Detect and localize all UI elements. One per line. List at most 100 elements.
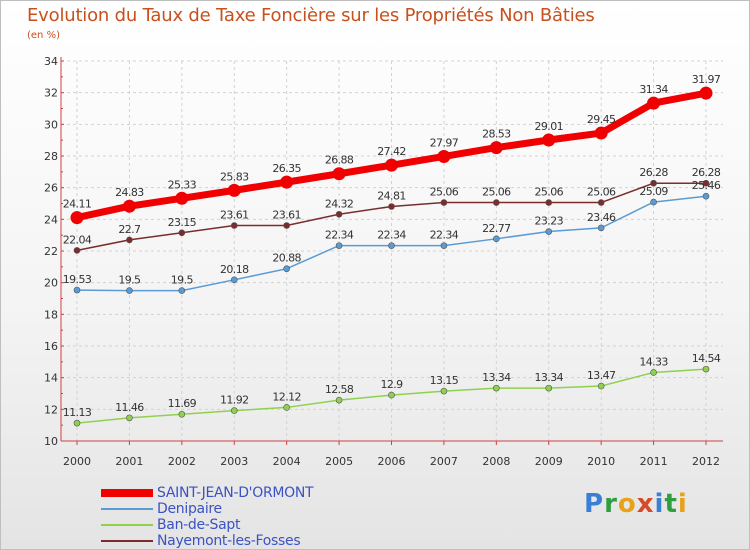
legend-label: Ban-de-Sapt — [157, 517, 241, 533]
data-point — [385, 158, 398, 172]
data-point — [440, 242, 448, 249]
data-label: 19.53 — [63, 273, 92, 286]
x-tick-label: 2011 — [640, 455, 668, 468]
legend-label: Denipaire — [157, 501, 222, 517]
data-point — [597, 382, 605, 390]
data-point — [545, 199, 553, 206]
data-point — [542, 133, 556, 147]
y-tick-label: 18 — [44, 308, 58, 321]
logo-letter: i — [677, 489, 688, 519]
data-point — [126, 287, 133, 294]
data-point — [597, 199, 605, 206]
x-tick-label: 2012 — [692, 455, 720, 468]
logo-letter: t — [664, 489, 678, 519]
data-point — [73, 286, 81, 294]
axes: 10 12 14 16 18 20 22 24 26 28 30 32 34 2000 2001 2002 20… — [44, 55, 723, 468]
logo-letter: i — [654, 489, 665, 519]
legend-swatch — [101, 508, 153, 510]
x-tick-label: 2008 — [482, 455, 510, 468]
legend-item: SAINT-JEAN-D'ORMONT — [101, 485, 314, 501]
x-tick-label: 2009 — [535, 455, 563, 468]
data-point — [230, 222, 238, 229]
y-tick-label: 16 — [44, 340, 58, 353]
data-point — [702, 179, 710, 187]
data-point — [73, 247, 81, 254]
legend-item: Ban-de-Sapt — [101, 517, 241, 533]
data-point — [280, 175, 294, 189]
data-label: 22.34 — [325, 229, 354, 242]
legend-label: Nayemont-les-Fosses — [157, 533, 301, 549]
data-point — [489, 141, 503, 155]
data-label: 13.34 — [535, 371, 564, 384]
proxiti-logo: Proxiti — [584, 489, 688, 519]
logo-letter: r — [604, 489, 618, 519]
x-tick-label: 2007 — [430, 455, 458, 468]
data-label: 25.33 — [168, 178, 197, 191]
legend-item: Nayemont-les-Fosses — [101, 533, 301, 549]
series-lines — [70, 86, 713, 427]
data-label: 12.12 — [272, 390, 301, 403]
x-tick-label: 2005 — [325, 455, 353, 468]
legend-swatch — [101, 524, 153, 526]
data-label: 11.13 — [63, 406, 92, 419]
y-tick-label: 10 — [44, 435, 58, 448]
data-label: 19.5 — [118, 274, 141, 287]
data-label: 26.88 — [325, 154, 354, 167]
y-tick-label: 20 — [44, 277, 58, 290]
data-label: 20.18 — [220, 263, 249, 276]
data-point — [650, 179, 657, 187]
y-tick-label: 32 — [44, 87, 58, 100]
legend-swatch — [101, 489, 153, 497]
data-point — [283, 404, 290, 411]
data-point — [335, 210, 343, 218]
data-point — [175, 191, 189, 205]
data-label: 23.46 — [587, 211, 616, 224]
data-point — [594, 126, 608, 140]
data-label: 24.11 — [63, 198, 92, 211]
data-point — [283, 265, 290, 273]
data-point — [440, 199, 448, 206]
x-tick-label: 2000 — [63, 455, 91, 468]
data-point — [227, 183, 241, 197]
data-point — [73, 419, 81, 427]
x-tick-label: 2006 — [378, 455, 406, 468]
data-label: 13.34 — [482, 371, 511, 384]
data-point — [122, 199, 136, 213]
data-label: 25.06 — [535, 186, 564, 199]
y-tick-label: 34 — [44, 55, 58, 68]
data-point — [126, 414, 133, 422]
data-label: 24.32 — [325, 197, 354, 210]
data-label: 22.7 — [118, 223, 141, 236]
y-tick-label: 28 — [44, 150, 58, 163]
data-label: 25.46 — [692, 179, 721, 192]
data-label: 25.06 — [587, 186, 616, 199]
data-point — [126, 236, 133, 244]
data-point — [230, 276, 238, 284]
data-point — [493, 384, 500, 392]
data-label: 11.92 — [220, 394, 249, 407]
data-label: 23.61 — [220, 209, 249, 222]
data-label: 22.34 — [430, 229, 459, 242]
y-tick-label: 24 — [44, 213, 58, 226]
data-point — [493, 235, 500, 243]
data-label: 19.5 — [171, 274, 194, 287]
data-point — [493, 199, 500, 206]
data-point — [388, 242, 395, 249]
data-point — [178, 287, 186, 294]
legend-label: SAINT-JEAN-D'ORMONT — [157, 485, 314, 501]
data-label: 22.34 — [377, 229, 406, 242]
data-point — [388, 391, 395, 399]
data-label: 23.61 — [272, 209, 301, 222]
data-label: 11.46 — [115, 401, 144, 414]
data-label: 13.47 — [587, 369, 616, 382]
data-point — [332, 167, 346, 181]
data-label: 14.54 — [692, 352, 721, 365]
data-label: 29.45 — [587, 113, 616, 126]
data-point — [178, 410, 186, 418]
y-tick-label: 30 — [44, 118, 58, 131]
data-label: 31.34 — [639, 83, 668, 96]
data-label: 24.81 — [377, 190, 406, 203]
data-point — [545, 384, 553, 392]
